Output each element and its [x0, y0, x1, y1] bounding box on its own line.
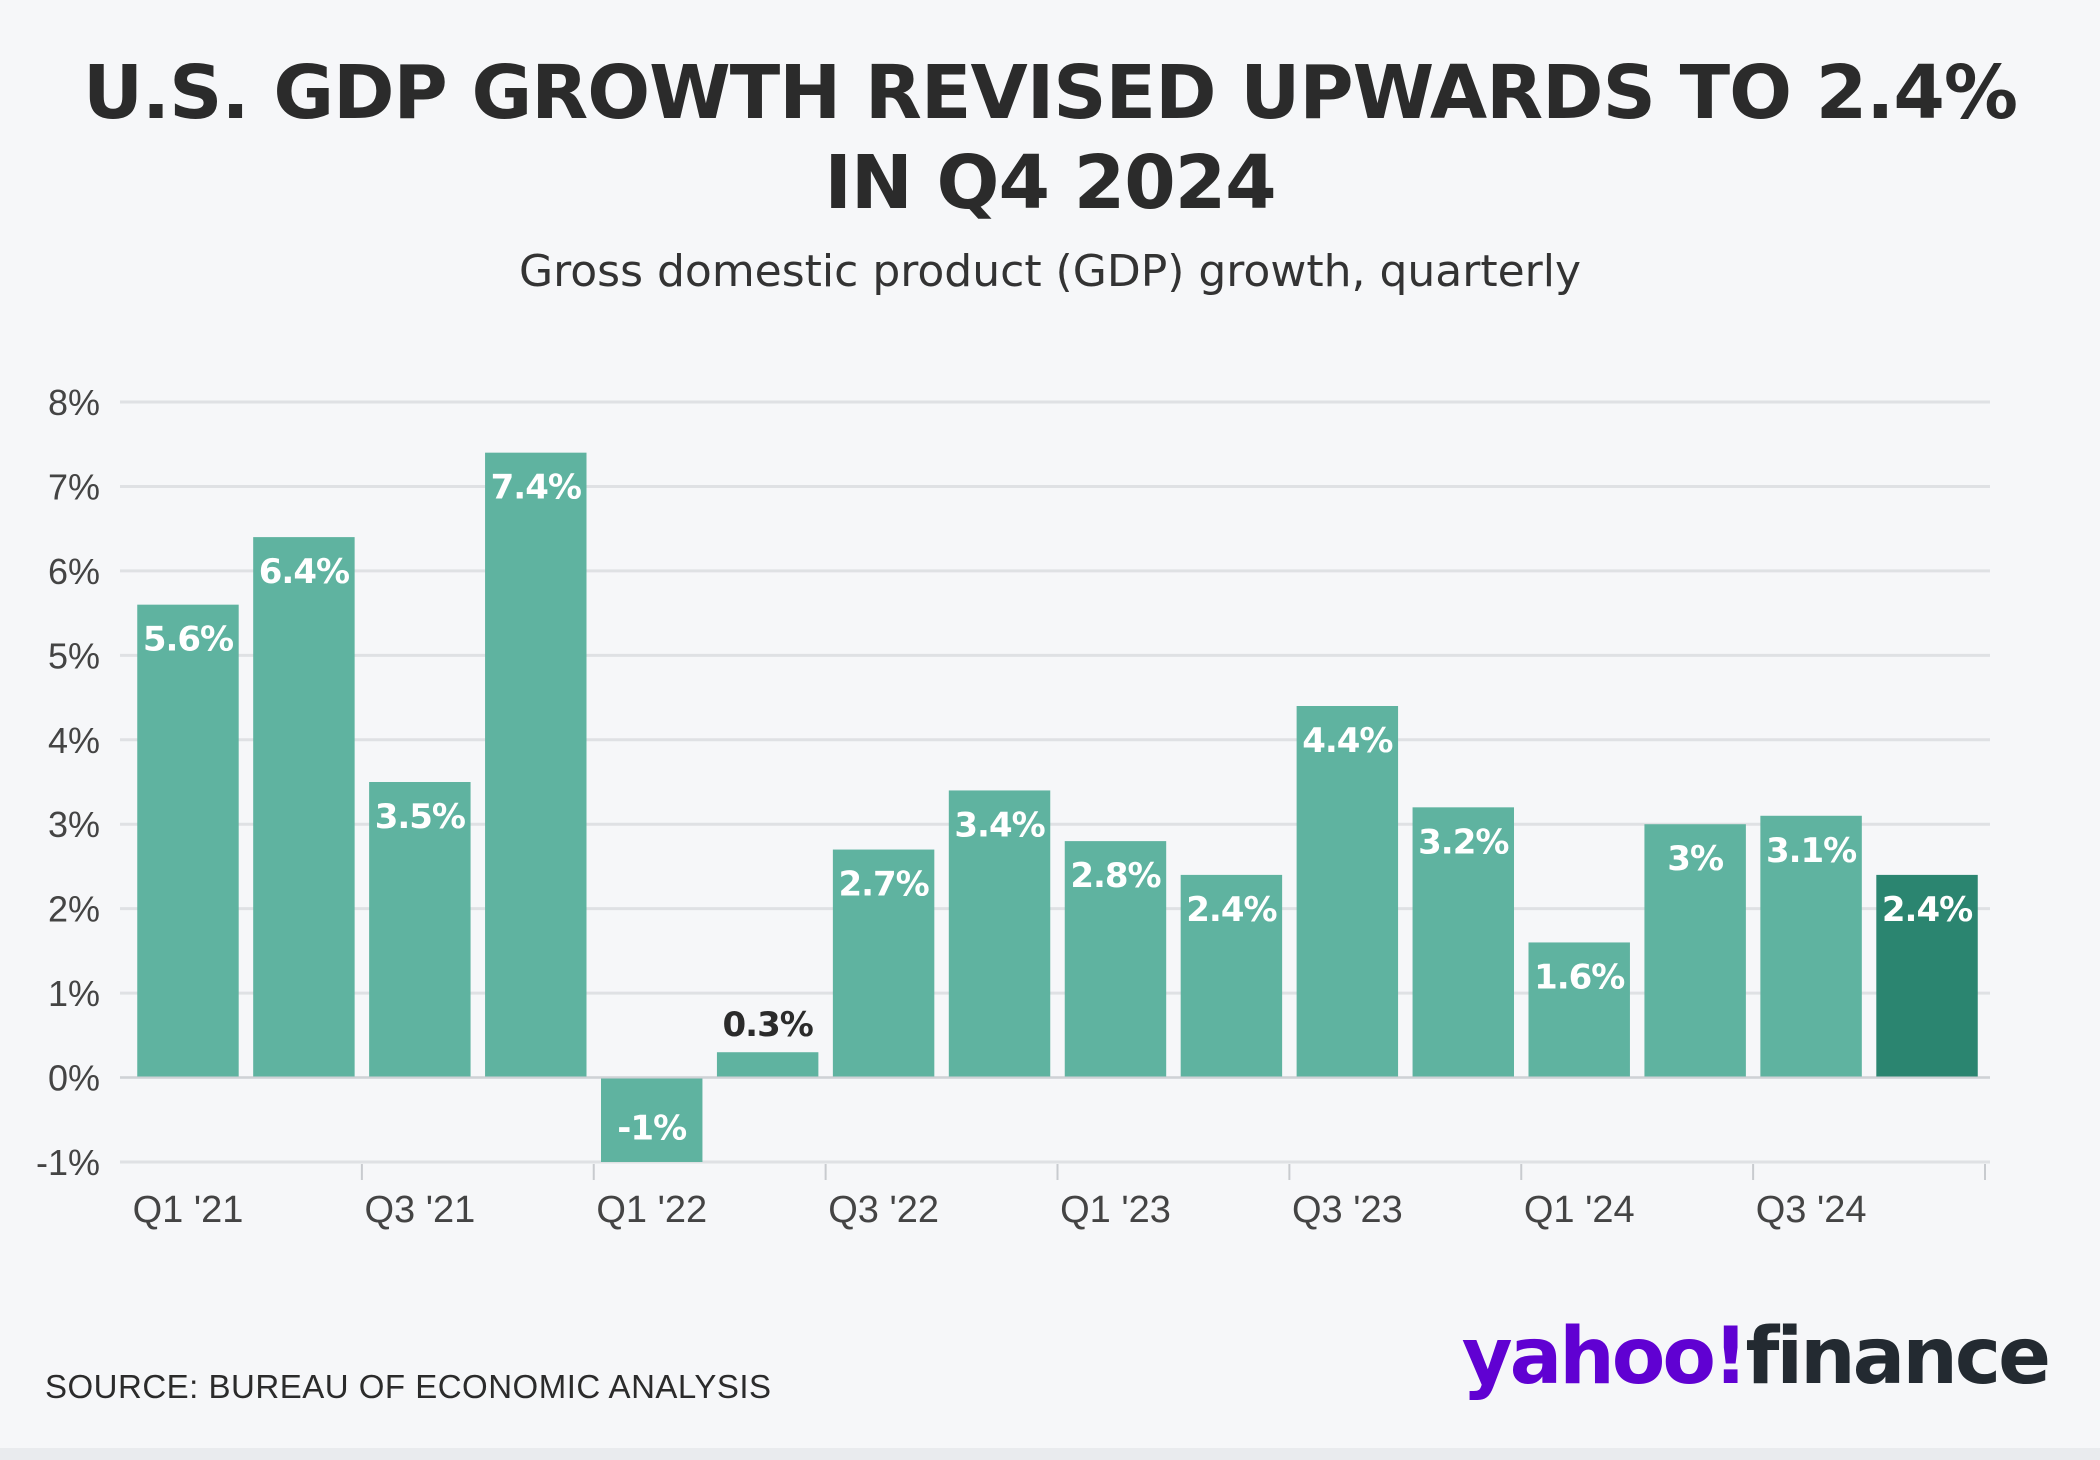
data-label: 3.1%: [1766, 831, 1856, 871]
chart-title-line-1: U.S. GDP GROWTH REVISED UPWARDS TO 2.4%: [82, 50, 2018, 136]
y-tick-label: 0%: [48, 1058, 100, 1099]
y-tick-label: 1%: [48, 973, 100, 1014]
bar: [485, 452, 587, 1078]
yahoo-finance-logo: yahoo!finance: [1461, 1312, 2051, 1402]
y-tick-label: 4%: [48, 720, 100, 761]
data-label: -1%: [617, 1109, 686, 1149]
data-label: 1.6%: [1534, 957, 1624, 997]
y-tick-label: -1%: [36, 1142, 100, 1183]
bar: [948, 790, 1051, 1078]
bar: [1296, 706, 1399, 1078]
bar: [369, 782, 471, 1078]
bar: [253, 537, 355, 1078]
source-note: SOURCE: BUREAU OF ECONOMIC ANALYSIS: [45, 1368, 772, 1405]
bar: [137, 604, 239, 1078]
data-label: 3.2%: [1418, 822, 1508, 862]
bar: [600, 1077, 703, 1162]
y-tick-label: 3%: [48, 804, 100, 845]
gdp-bar-chart: -1% 0% 1% 2% 3% 4% 5% 6% 7% 8% 5.6% 6.4% 3.5% 7.4% -1%…: [36, 382, 1990, 1231]
data-label: 6.4%: [259, 552, 349, 592]
data-label: 2.7%: [838, 865, 928, 905]
chart-title-line-2: IN Q4 2024: [824, 140, 1276, 226]
bar: [1644, 824, 1746, 1078]
data-label: 2.4%: [1882, 890, 1972, 930]
bar: [1412, 807, 1515, 1078]
bottom-bar: [0, 1448, 2100, 1460]
y-tick-label: 8%: [48, 382, 100, 423]
bar: [1760, 815, 1862, 1078]
data-label: 2.4%: [1186, 890, 1276, 930]
x-tick-label: Q3 '21: [364, 1189, 475, 1231]
data-label: 3%: [1667, 839, 1723, 879]
data-label: 5.6%: [143, 620, 233, 660]
bar: [1064, 841, 1167, 1078]
logo-finance-text: finance: [1745, 1312, 2051, 1402]
x-tick-label: Q3 '22: [828, 1189, 939, 1231]
data-label: 3.5%: [375, 797, 465, 837]
bar: [1528, 942, 1630, 1078]
bar: [1876, 874, 1978, 1078]
data-label: 7.4%: [491, 468, 581, 508]
bar: [716, 1052, 819, 1078]
x-tick-label: Q3 '23: [1292, 1189, 1403, 1231]
x-tick-label: Q1 '23: [1060, 1189, 1171, 1231]
logo-yahoo-text: yahoo!: [1461, 1312, 1749, 1402]
bar: [1180, 874, 1283, 1078]
data-label: 2.8%: [1070, 856, 1160, 896]
y-tick-label: 6%: [48, 551, 100, 592]
x-tick-label: Q3 '24: [1756, 1189, 1867, 1231]
x-tick-label: Q1 '24: [1524, 1189, 1635, 1231]
y-tick-label: 5%: [48, 635, 100, 676]
x-tick-label: Q1 '21: [133, 1189, 244, 1231]
y-tick-label: 7%: [48, 466, 100, 507]
y-tick-label: 2%: [48, 889, 100, 930]
x-tick-label: Q1 '22: [596, 1189, 707, 1231]
chart-subtitle: Gross domestic product (GDP) growth, qua…: [519, 246, 1581, 297]
bar: [832, 849, 935, 1078]
chart-title: U.S. GDP GROWTH REVISED UPWARDS TO 2.4% …: [0, 48, 2100, 228]
data-label: 3.4%: [954, 805, 1044, 845]
data-label: 4.4%: [1302, 721, 1392, 761]
data-label: 0.3%: [723, 1005, 813, 1045]
